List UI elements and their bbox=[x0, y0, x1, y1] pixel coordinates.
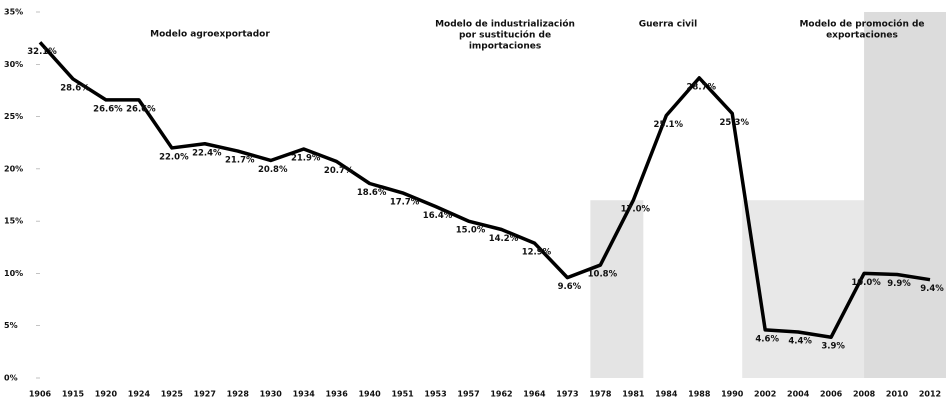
x-tick-label: 1990 bbox=[721, 390, 744, 399]
value-label: 9.6% bbox=[558, 282, 582, 292]
annotation: Guerra civil bbox=[639, 20, 697, 30]
x-tick-label: 1988 bbox=[688, 390, 711, 399]
x-tick-label: 1981 bbox=[622, 390, 645, 399]
value-label: 26.6% bbox=[93, 104, 123, 114]
x-tick-label: 1964 bbox=[523, 390, 546, 399]
x-tick-label: 1925 bbox=[161, 390, 184, 399]
value-label: 22.4% bbox=[192, 148, 222, 158]
line bbox=[38, 41, 931, 339]
shade bbox=[864, 12, 946, 378]
x-tick-label: 1930 bbox=[260, 390, 283, 399]
value-label: 10.8% bbox=[588, 270, 618, 280]
shade bbox=[590, 200, 644, 378]
value-label: 15.0% bbox=[456, 226, 486, 236]
annotation: Modelo agroexportador bbox=[150, 30, 270, 40]
y-tick-label: 15% bbox=[4, 217, 23, 226]
x-tick-label: 2006 bbox=[820, 390, 843, 399]
x-tick-label: 2002 bbox=[754, 390, 776, 399]
value-label: 28.7% bbox=[687, 82, 717, 92]
annotation: Modelo de industrialización bbox=[435, 19, 575, 30]
value-label: 26.6% bbox=[126, 104, 156, 114]
value-label: 20.8% bbox=[258, 165, 288, 175]
y-tick-label: 25% bbox=[4, 112, 23, 121]
x-tick-label: 1951 bbox=[391, 390, 414, 399]
annotation: por sustitución de bbox=[459, 30, 551, 41]
x-tick-label: 1957 bbox=[457, 390, 479, 399]
value-label: 25.1% bbox=[654, 120, 684, 130]
x-tick-label: 2012 bbox=[919, 390, 941, 399]
value-label: 32.1% bbox=[27, 47, 57, 57]
value-label: 10.0% bbox=[851, 278, 881, 288]
value-label: 4.6% bbox=[755, 334, 779, 344]
x-tick-label: 1915 bbox=[62, 390, 85, 399]
value-label: 14.2% bbox=[489, 234, 519, 244]
x-tick-label: 1928 bbox=[227, 390, 250, 399]
value-label: 17.0% bbox=[621, 205, 651, 215]
annotation: importaciones bbox=[469, 42, 541, 52]
x-tick-label: 1962 bbox=[490, 390, 512, 399]
y-tick-label: 20% bbox=[4, 164, 23, 173]
value-label: 21.9% bbox=[291, 153, 321, 163]
annotation: Modelo de promoción de bbox=[799, 19, 924, 30]
value-label: 25.3% bbox=[719, 118, 749, 128]
value-label: 21.7% bbox=[225, 156, 255, 166]
value-label: 9.4% bbox=[920, 284, 944, 294]
x-tick-label: 1920 bbox=[95, 390, 118, 399]
x-tick-label: 1973 bbox=[556, 390, 578, 399]
value-label: 18.6% bbox=[357, 188, 387, 198]
value-label: 16.4% bbox=[423, 211, 453, 221]
annotation: exportaciones bbox=[826, 31, 898, 41]
x-tick-label: 1978 bbox=[589, 390, 612, 399]
y-tick-label: 5% bbox=[4, 321, 18, 330]
x-tick-label: 1924 bbox=[128, 390, 151, 399]
x-tick-label: 1940 bbox=[358, 390, 381, 399]
value-label: 17.7% bbox=[390, 197, 420, 207]
value-label: 28.6% bbox=[60, 83, 90, 93]
y-tick-label: 10% bbox=[4, 269, 23, 278]
value-label: 12.9% bbox=[522, 248, 552, 258]
x-tick-label: 1936 bbox=[326, 390, 349, 399]
y-tick-label: 35% bbox=[4, 8, 23, 17]
y-tick-label: 0% bbox=[4, 374, 18, 383]
x-tick-label: 1984 bbox=[655, 390, 678, 399]
x-tick-label: 2004 bbox=[787, 390, 810, 399]
value-label: 9.9% bbox=[887, 279, 911, 289]
x-tick-label: 2010 bbox=[886, 390, 909, 399]
value-label: 20.7% bbox=[324, 166, 354, 176]
x-tick-label: 1927 bbox=[194, 390, 216, 399]
x-tick-label: 1953 bbox=[424, 390, 446, 399]
value-label: 22.0% bbox=[159, 152, 189, 162]
value-label: 3.9% bbox=[821, 342, 845, 352]
x-tick-label: 1906 bbox=[29, 390, 52, 399]
x-tick-label: 1934 bbox=[293, 390, 316, 399]
x-tick-label: 2008 bbox=[853, 390, 876, 399]
y-tick-label: 30% bbox=[4, 60, 23, 69]
value-label: 4.4% bbox=[788, 336, 812, 346]
